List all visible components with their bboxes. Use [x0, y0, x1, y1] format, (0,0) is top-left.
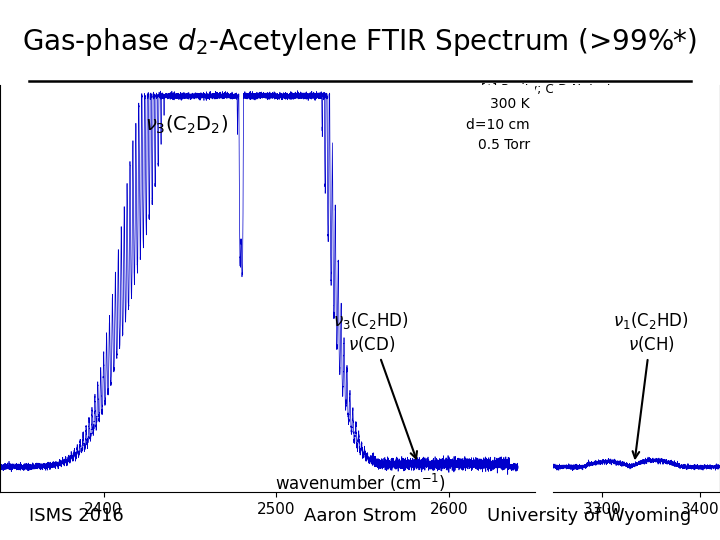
Text: Gas-phase $\mathit{d}_2$-Acetylene FTIR Spectrum (>99%*): Gas-phase $\mathit{d}_2$-Acetylene FTIR … — [22, 25, 698, 58]
Text: $\nu_3$(C$_2$HD)
$\nu$(CD): $\nu_3$(C$_2$HD) $\nu$(CD) — [333, 310, 417, 458]
Text: [*] Purity; C.D.N. Isotopes: [*] Purity; C.D.N. Isotopes — [482, 83, 642, 97]
Text: University of Wyoming: University of Wyoming — [487, 507, 691, 525]
Text: 300 K
d=10 cm
0.5 Torr: 300 K d=10 cm 0.5 Torr — [467, 97, 530, 152]
Text: $\nu_3$(C$_2$D$_2$): $\nu_3$(C$_2$D$_2$) — [145, 113, 228, 136]
Text: $\nu_1$(C$_2$HD)
$\nu$(CH): $\nu_1$(C$_2$HD) $\nu$(CH) — [613, 310, 689, 458]
Text: Aaron Strom: Aaron Strom — [304, 507, 416, 525]
Text: ISMS 2016: ISMS 2016 — [29, 507, 124, 525]
Text: wavenumber (cm$^{-1}$): wavenumber (cm$^{-1}$) — [274, 472, 446, 494]
